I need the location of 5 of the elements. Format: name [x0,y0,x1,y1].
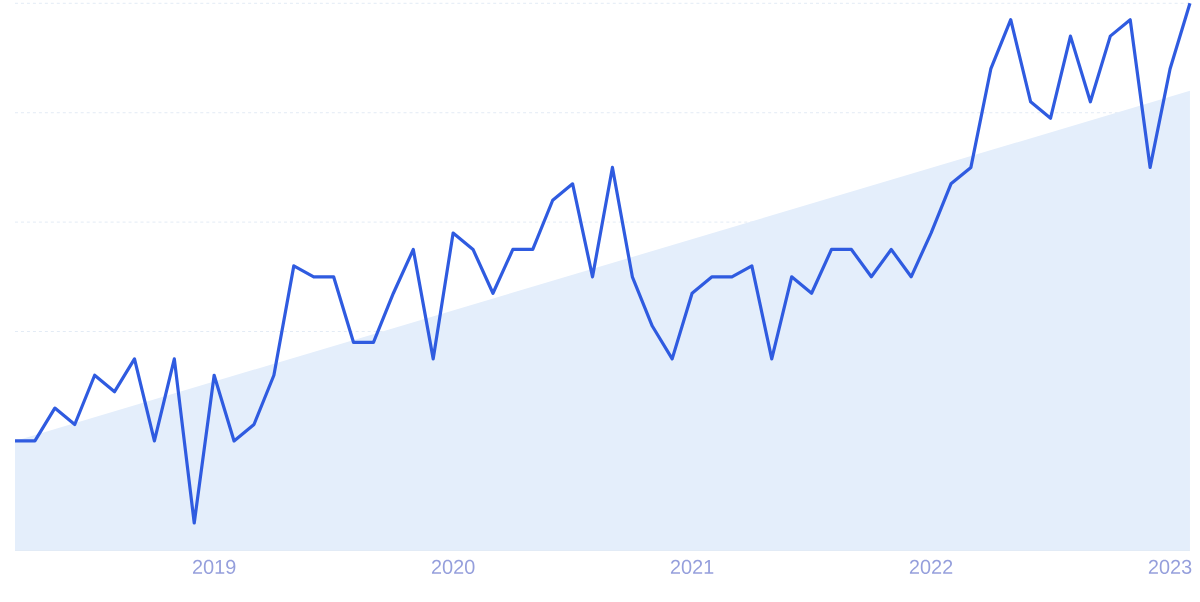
x-tick-label: 2021 [670,559,714,574]
x-tick-label: 2023 [1148,559,1192,574]
x-tick-label: 2019 [192,559,236,574]
x-tick-label: 2020 [431,559,475,574]
x-tick-label: 2022 [909,559,953,574]
